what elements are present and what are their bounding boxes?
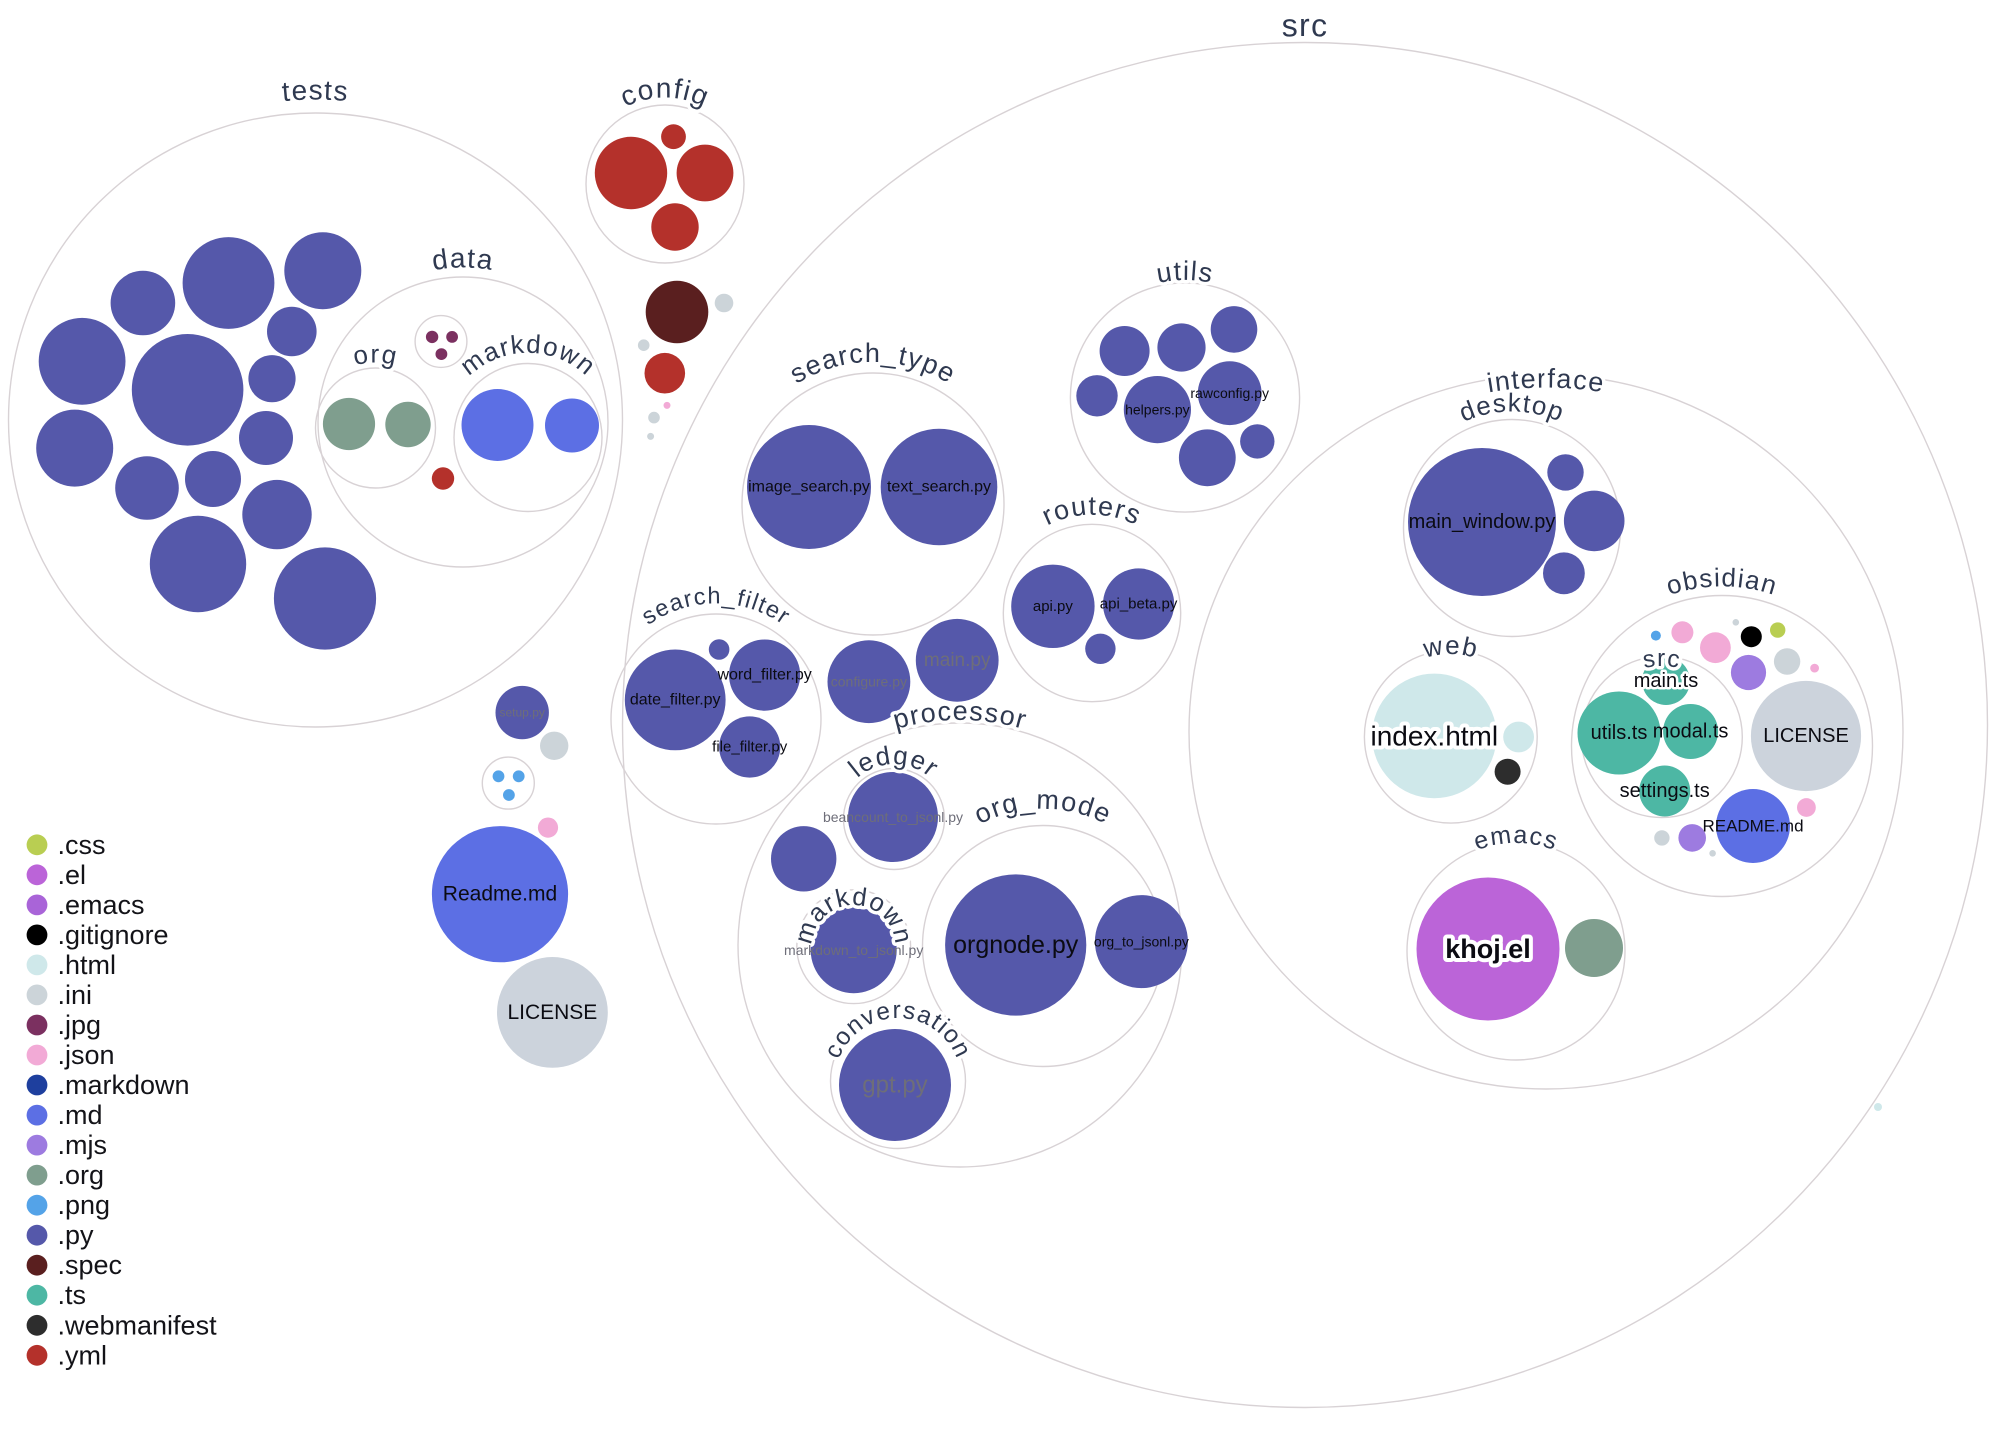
svg-text:markdown_to_jsonl.py: markdown_to_jsonl.py xyxy=(784,942,923,958)
svg-text:org_to_jsonl.py: org_to_jsonl.py xyxy=(1094,934,1189,950)
svg-text:main_window.py: main_window.py xyxy=(1409,511,1556,533)
svg-text:.ini: .ini xyxy=(58,980,93,1010)
svg-text:.png: .png xyxy=(58,1190,111,1220)
svg-text:Readme.md: Readme.md xyxy=(443,883,557,906)
svg-text:.el: .el xyxy=(58,860,87,890)
svg-text:date_filter.py: date_filter.py xyxy=(630,691,721,708)
svg-text:.md: .md xyxy=(58,1100,103,1130)
svg-text:api_beta.py: api_beta.py xyxy=(1100,596,1178,613)
svg-text:src: src xyxy=(1641,645,1683,674)
svg-text:.ts: .ts xyxy=(58,1280,87,1310)
svg-text:main.ts: main.ts xyxy=(1634,670,1698,692)
svg-text:settings.ts: settings.ts xyxy=(1620,780,1710,802)
svg-text:.mjs: .mjs xyxy=(58,1130,108,1160)
svg-text:.yml: .yml xyxy=(58,1340,108,1370)
svg-text:.spec: .spec xyxy=(58,1250,123,1280)
svg-text:.html: .html xyxy=(58,950,117,980)
svg-text:file_filter.py: file_filter.py xyxy=(712,739,788,756)
svg-text:web: web xyxy=(1420,630,1482,664)
svg-text:.emacs: .emacs xyxy=(58,890,145,920)
svg-text:src: src xyxy=(1281,7,1329,43)
svg-text:utils: utils xyxy=(1154,256,1216,289)
svg-text:main.py: main.py xyxy=(924,650,991,671)
svg-text:beancount_to_jsonl.py: beancount_to_jsonl.py xyxy=(823,809,963,825)
svg-text:data: data xyxy=(430,242,496,276)
svg-text:setup.py: setup.py xyxy=(500,706,545,720)
svg-text:LICENSE: LICENSE xyxy=(507,1001,597,1024)
svg-text:text_search.py: text_search.py xyxy=(887,479,991,496)
svg-text:.markdown: .markdown xyxy=(58,1070,190,1100)
svg-text:khoj.el: khoj.el xyxy=(1445,934,1531,964)
svg-text:.org: .org xyxy=(58,1160,105,1190)
svg-text:helpers.py: helpers.py xyxy=(1125,402,1190,418)
svg-text:org: org xyxy=(350,338,400,371)
svg-text:.gitignore: .gitignore xyxy=(58,920,169,950)
svg-text:README.md: README.md xyxy=(1702,817,1803,836)
svg-text:api.py: api.py xyxy=(1033,598,1074,615)
svg-text:utils.ts: utils.ts xyxy=(1591,722,1648,744)
svg-text:word_filter.py: word_filter.py xyxy=(716,667,811,684)
svg-text:tests: tests xyxy=(281,75,350,108)
svg-text:modal.ts: modal.ts xyxy=(1653,721,1729,743)
svg-text:rawconfig.py: rawconfig.py xyxy=(1190,385,1269,401)
svg-text:.css: .css xyxy=(58,830,106,860)
svg-text:gpt.py: gpt.py xyxy=(862,1072,927,1099)
svg-text:index.html: index.html xyxy=(1370,720,1498,751)
svg-text:image_search.py: image_search.py xyxy=(748,479,870,496)
svg-text:.webmanifest: .webmanifest xyxy=(58,1310,218,1340)
svg-text:.py: .py xyxy=(58,1220,95,1250)
svg-text:orgnode.py: orgnode.py xyxy=(953,931,1079,959)
svg-text:configure.py: configure.py xyxy=(831,674,907,690)
svg-text:LICENSE: LICENSE xyxy=(1763,725,1849,747)
svg-text:.jpg: .jpg xyxy=(58,1010,102,1040)
svg-text:.json: .json xyxy=(58,1040,115,1070)
